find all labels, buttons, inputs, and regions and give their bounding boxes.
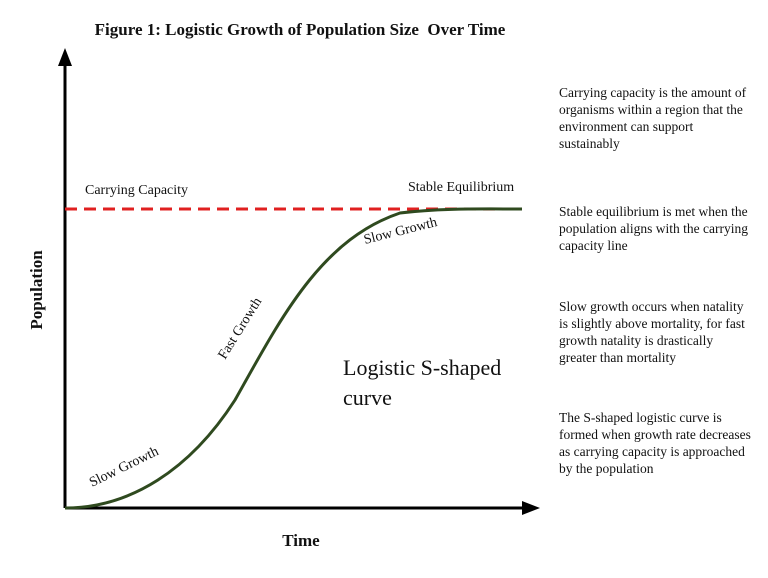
logistic-curve [64, 207, 523, 510]
curve-label: Logistic S-shaped [343, 355, 501, 380]
note: Carrying capacity is the amount of organ… [559, 85, 747, 151]
curve-label: curve [343, 385, 392, 410]
annotation: Carrying Capacity [85, 183, 188, 198]
annotation: Stable Equilibrium [408, 180, 514, 195]
y-axis-arrow [58, 48, 72, 66]
note: Stable equilibrium is met when the popul… [559, 204, 748, 253]
note: Slow growth occurs when natality is slig… [559, 299, 745, 365]
annotation: Slow Growth [362, 215, 438, 248]
title: Figure 1: Logistic Growth of Population … [94, 20, 506, 39]
y-axis-label: Population [27, 250, 46, 330]
x-axis-arrow [522, 501, 540, 515]
note: The S-shaped logistic curve is formed wh… [559, 410, 751, 476]
x-axis-label: Time [282, 531, 320, 550]
annotation: Fast Growth [216, 295, 266, 362]
